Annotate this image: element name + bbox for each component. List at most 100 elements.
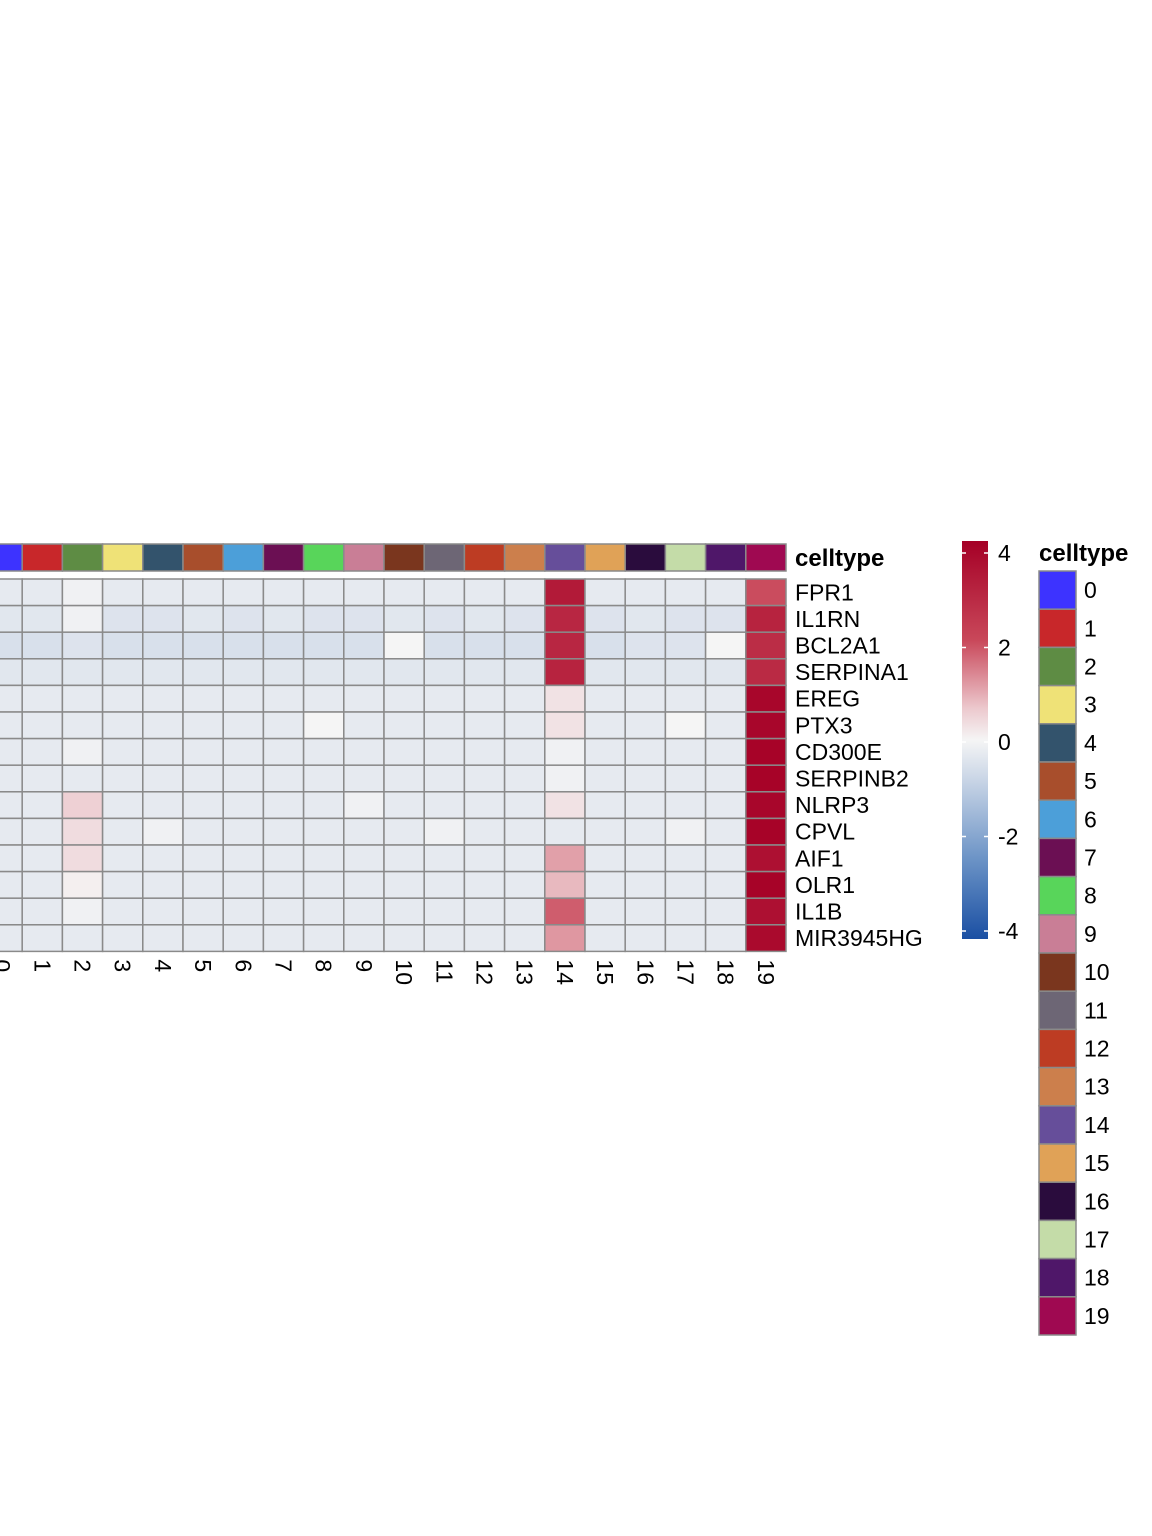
heatmap-cell xyxy=(503,711,546,740)
heatmap-cell xyxy=(664,764,707,793)
heatmap-cell xyxy=(142,844,184,873)
heatmap-cell xyxy=(584,870,626,899)
heatmap-cell xyxy=(262,791,305,820)
heatmap-cell xyxy=(463,870,506,899)
column-label: 3 xyxy=(110,959,136,972)
heatmap-cell xyxy=(584,764,626,793)
row-label: MIR3945HG xyxy=(795,925,923,951)
heatmap-cell xyxy=(21,684,64,713)
heatmap-cell xyxy=(704,897,747,926)
celltype-annotation-bar xyxy=(0,543,787,572)
heatmap-cell xyxy=(182,924,224,953)
heatmap-cells xyxy=(0,578,787,953)
heatmap-cell xyxy=(343,631,385,660)
heatmap-cell xyxy=(21,897,64,926)
legend-label: 7 xyxy=(1084,845,1097,871)
heatmap-cell xyxy=(503,924,546,953)
heatmap-cell xyxy=(664,844,707,873)
heatmap-cell xyxy=(182,791,224,820)
heatmap-cell xyxy=(61,817,104,846)
heatmap-cell xyxy=(343,897,385,926)
heatmap-cell xyxy=(61,844,104,873)
heatmap-cell xyxy=(503,684,546,713)
heatmap-cell xyxy=(182,844,224,873)
heatmap-cell xyxy=(383,578,425,607)
column-label: 10 xyxy=(391,959,417,985)
heatmap-cell xyxy=(584,791,626,820)
celltype-legend-title: celltype xyxy=(1039,540,1128,567)
heatmap-cell xyxy=(61,658,104,687)
heatmap-cell xyxy=(0,870,23,899)
heatmap-cell xyxy=(423,764,466,793)
heatmap-cell xyxy=(624,711,667,740)
heatmap-cell xyxy=(182,631,224,660)
heatmap-cell xyxy=(142,817,184,846)
heatmap-cell xyxy=(142,737,184,766)
legend-label: 5 xyxy=(1084,768,1097,794)
scale-tick-label: -2 xyxy=(998,824,1018,850)
color-scale-bar xyxy=(962,541,988,939)
heatmap-cell xyxy=(182,897,224,926)
heatmap-cell xyxy=(624,870,667,899)
heatmap-cell xyxy=(383,631,425,660)
heatmap-cell xyxy=(262,764,305,793)
heatmap-cell xyxy=(664,711,707,740)
annotation-cell xyxy=(0,543,23,572)
annotation-cell xyxy=(463,543,506,572)
heatmap-cell xyxy=(21,578,64,607)
heatmap-cell xyxy=(704,658,747,687)
heatmap-cell xyxy=(745,684,787,713)
legend-label: 18 xyxy=(1084,1265,1110,1291)
heatmap-cell xyxy=(302,870,345,899)
legend-swatch xyxy=(1038,1296,1077,1336)
heatmap-cell xyxy=(21,711,64,740)
heatmap-cell xyxy=(343,844,385,873)
heatmap-cell xyxy=(142,604,184,633)
column-label: 18 xyxy=(713,959,739,985)
heatmap-cell xyxy=(61,631,104,660)
heatmap-cell xyxy=(61,604,104,633)
heatmap-cell xyxy=(383,764,425,793)
heatmap-cell xyxy=(302,578,345,607)
heatmap-cell xyxy=(0,924,23,953)
heatmap-cell xyxy=(383,897,425,926)
heatmap-cell xyxy=(21,764,64,793)
heatmap-cell xyxy=(544,791,586,820)
row-label: OLR1 xyxy=(795,872,855,898)
heatmap-cell xyxy=(544,578,586,607)
heatmap-cell xyxy=(383,737,425,766)
heatmap-cell xyxy=(0,764,23,793)
heatmap-cell xyxy=(142,870,184,899)
heatmap-cell xyxy=(584,897,626,926)
heatmap-cell xyxy=(0,711,23,740)
heatmap-cell xyxy=(745,870,787,899)
heatmap-cell xyxy=(704,764,747,793)
heatmap-cell xyxy=(343,604,385,633)
heatmap-cell xyxy=(21,658,64,687)
heatmap-cell xyxy=(584,578,626,607)
heatmap-cell xyxy=(61,737,104,766)
heatmap-cell xyxy=(544,604,586,633)
heatmap-cell xyxy=(423,578,466,607)
heatmap-cell xyxy=(463,631,506,660)
legend-label: 11 xyxy=(1084,997,1108,1023)
heatmap-cell xyxy=(544,631,586,660)
heatmap-cell xyxy=(745,791,787,820)
heatmap-cell xyxy=(423,791,466,820)
color-scale-legend xyxy=(962,541,988,939)
heatmap-cell xyxy=(423,897,466,926)
legend-label: 0 xyxy=(1084,577,1097,603)
annotation-cell xyxy=(624,543,667,572)
heatmap-cell xyxy=(664,578,707,607)
heatmap-cell xyxy=(463,764,506,793)
heatmap-cell xyxy=(61,578,104,607)
scale-tick-label: -4 xyxy=(998,918,1019,944)
heatmap-cell xyxy=(745,924,787,953)
heatmap-cell xyxy=(624,924,667,953)
row-label: CPVL xyxy=(795,819,855,845)
legend-label: 10 xyxy=(1084,959,1110,985)
heatmap-cell xyxy=(343,817,385,846)
heatmap-cell xyxy=(61,897,104,926)
heatmap-cell xyxy=(624,764,667,793)
